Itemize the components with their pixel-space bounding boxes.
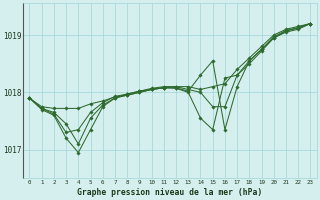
X-axis label: Graphe pression niveau de la mer (hPa): Graphe pression niveau de la mer (hPa) bbox=[77, 188, 263, 197]
